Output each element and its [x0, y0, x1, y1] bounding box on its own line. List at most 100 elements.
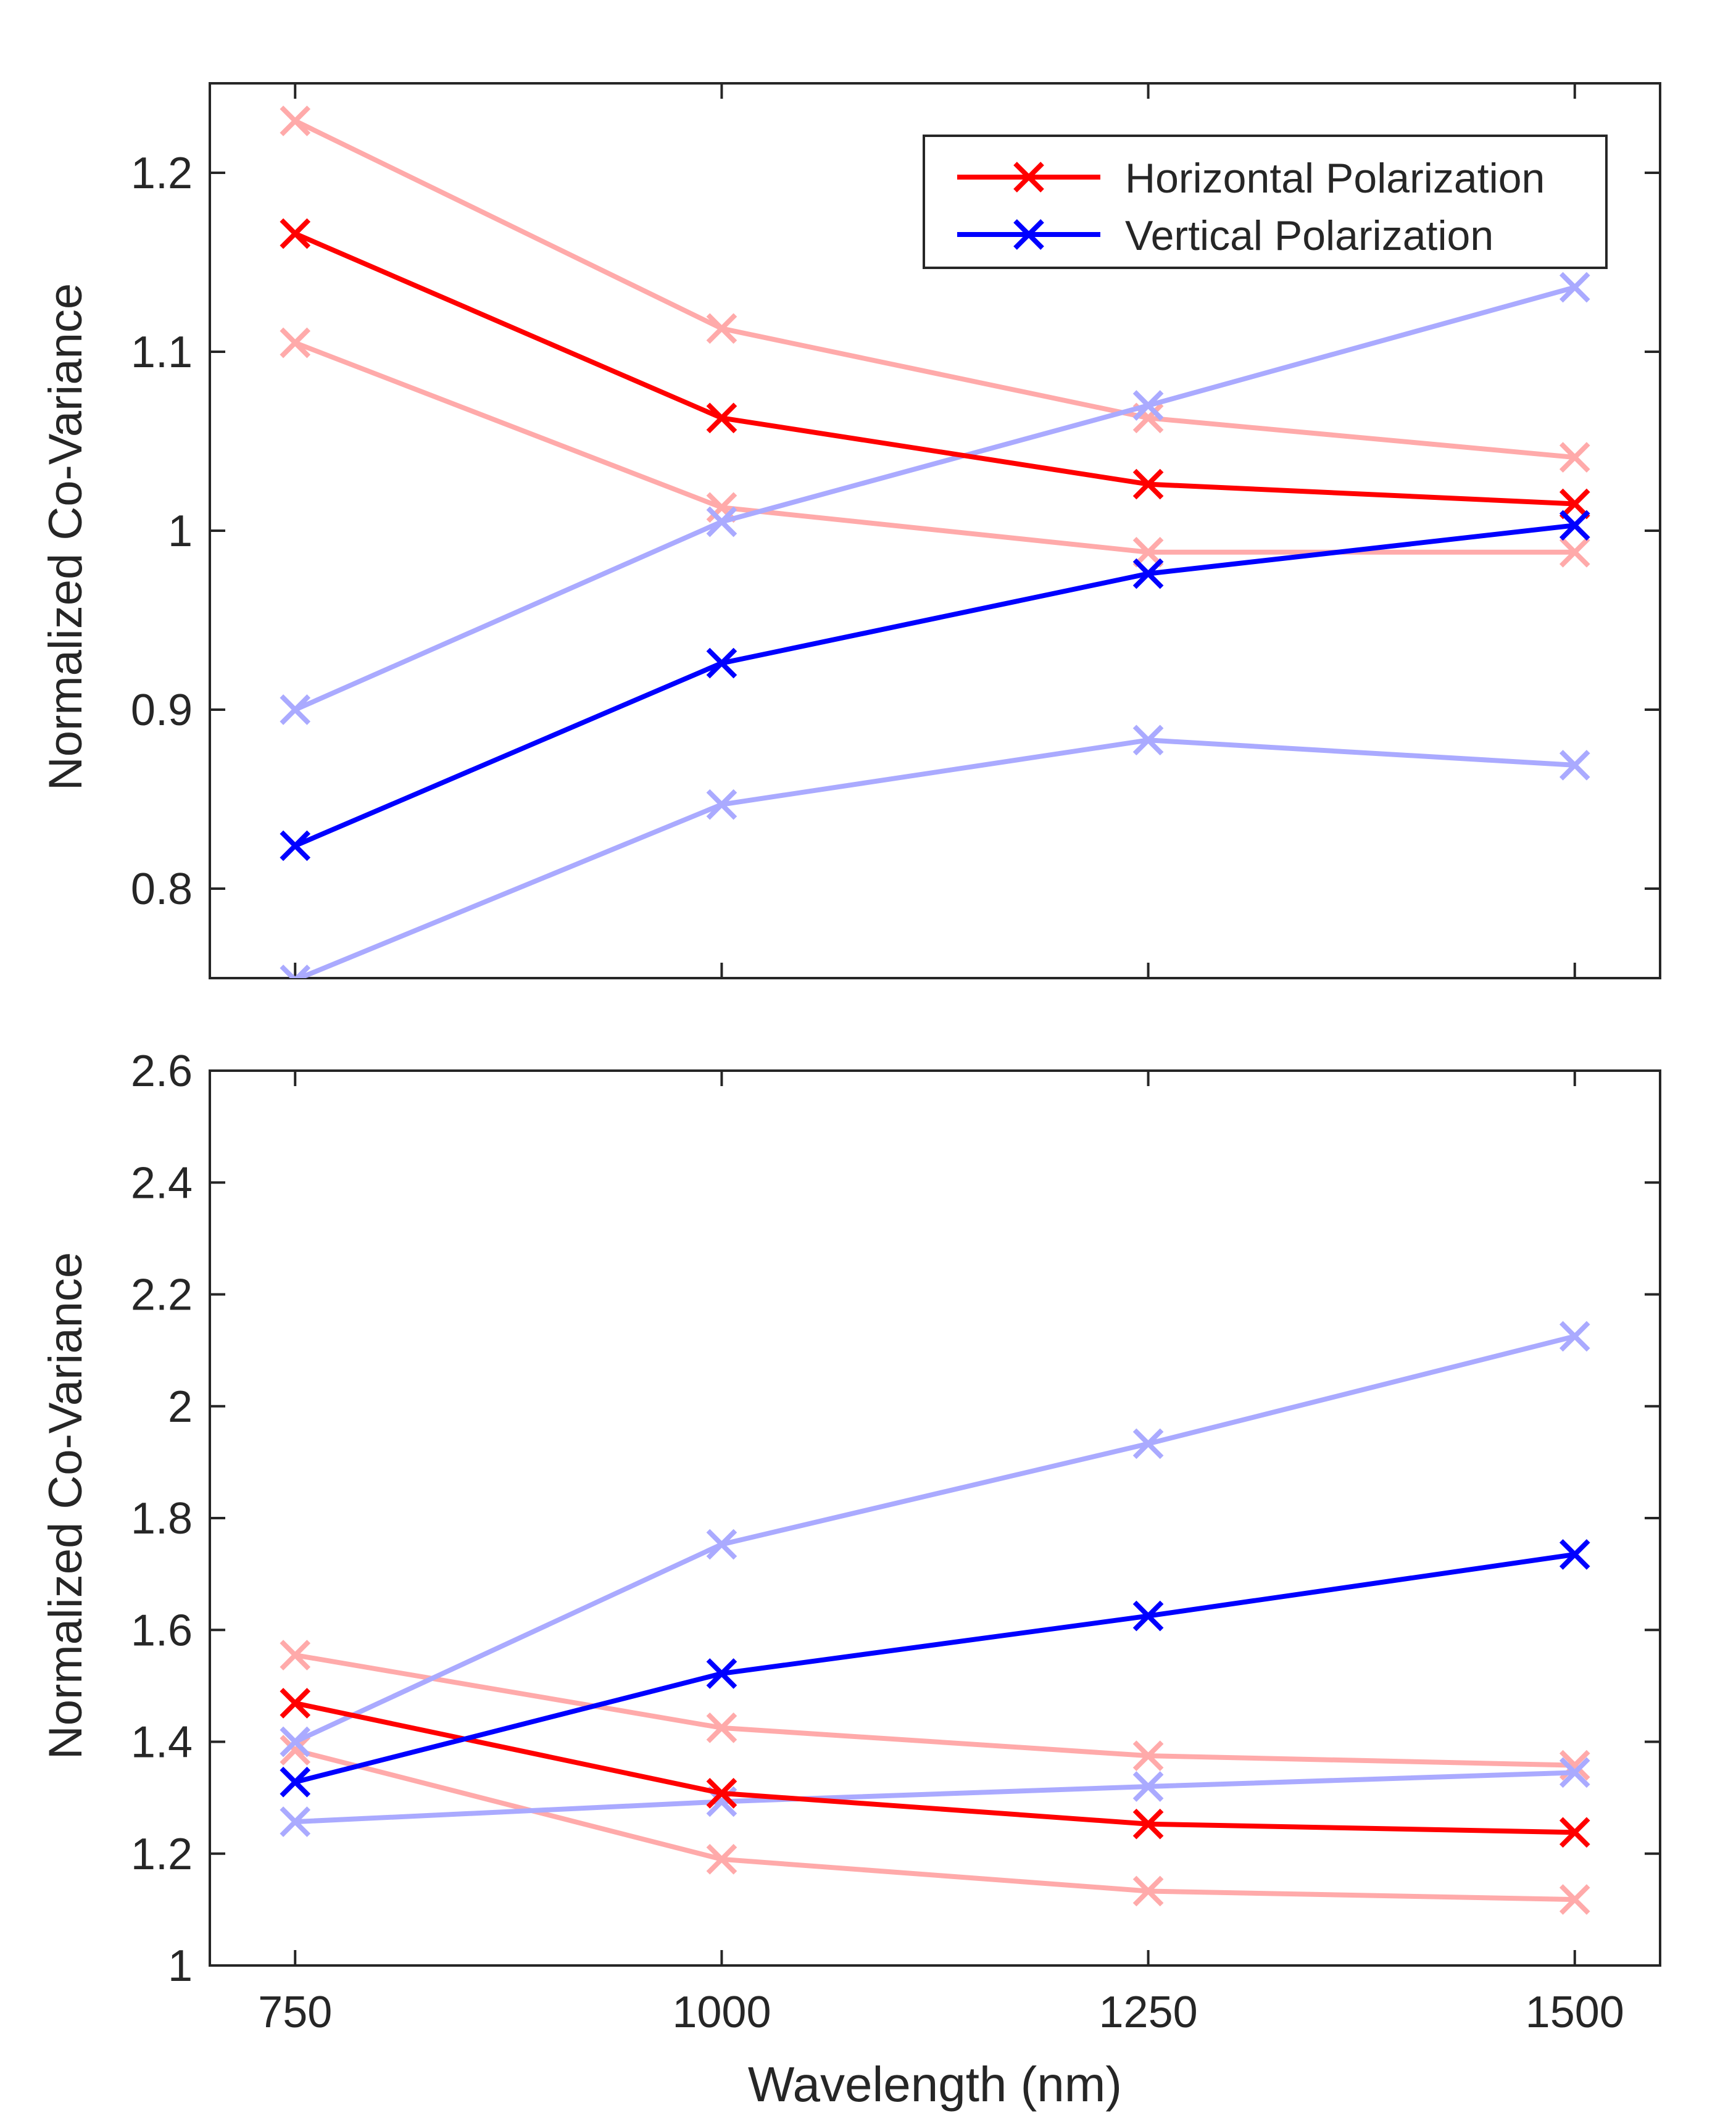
x-axis-label: Wavelength (nm) [748, 2057, 1122, 2112]
data-point-marker [1559, 510, 1590, 541]
data-point-marker [280, 694, 311, 725]
top-y-axis-label: Normalized Co-Variance [39, 283, 92, 791]
data-point-marker [1559, 1817, 1590, 1848]
data-point-marker [280, 1766, 311, 1798]
y-tick-label: 1 [168, 1941, 193, 1991]
bottom-plot-area [209, 1069, 1661, 1967]
series-1-mean [280, 510, 1590, 861]
data-point-marker [1132, 558, 1164, 589]
data-point-marker [1559, 1321, 1590, 1352]
x-tick-label: 1250 [1099, 1988, 1198, 2037]
y-tick-label: 1.1 [131, 328, 193, 377]
data-point-marker [280, 965, 311, 978]
legend-marker [1013, 219, 1044, 250]
data-point-marker [706, 492, 737, 523]
legend: Horizontal Polarization Vertical Polariz… [923, 135, 1608, 269]
y-tick-label: 2.4 [131, 1158, 193, 1208]
data-point-marker [1559, 1757, 1590, 1788]
legend-label-vertical: Vertical Polarization [1125, 212, 1493, 259]
data-point-marker [706, 1843, 737, 1875]
data-point-marker [1559, 272, 1590, 303]
data-point-marker [706, 1712, 737, 1743]
x-tick-label: 1500 [1526, 1988, 1624, 2037]
series-line [294, 1653, 1575, 1768]
bottom-y-axis-label: Normalized Co-Variance [39, 1252, 92, 1759]
top-y-tick-labels: 0.8 0.9 1 1.1 1.2 [131, 149, 193, 914]
data-point-marker [1559, 442, 1590, 473]
y-tick-label: 2 [168, 1382, 193, 1432]
data-point-marker [1559, 1884, 1590, 1915]
y-tick-label: 0.8 [131, 865, 193, 914]
x-tick-label: 1000 [672, 1988, 771, 2037]
y-tick-label: 1.4 [131, 1718, 193, 1767]
data-point-marker [706, 1778, 737, 1809]
series-line [294, 1748, 1575, 1903]
series-4-upper-bound [280, 1321, 1590, 1758]
series-2-upper-bound [280, 106, 1590, 473]
series-line [294, 118, 1576, 460]
data-point-marker [280, 1806, 311, 1837]
series-3-lower-bound [280, 1735, 1590, 1915]
y-tick-label: 1 [168, 507, 193, 556]
top-plot-area [209, 82, 1661, 979]
data-point-marker [1132, 1771, 1164, 1802]
series-5-lower-bound [280, 724, 1590, 978]
data-point-marker [280, 218, 311, 249]
y-tick-label: 2.6 [131, 1047, 193, 1096]
y-tick-label: 1.8 [131, 1494, 193, 1543]
top-panel: 0.8 0.9 1 1.1 1.2 Normalized Co-Variance Hor… [39, 82, 1661, 979]
data-point-marker [280, 1688, 311, 1719]
series-1-mean [280, 1539, 1590, 1798]
data-point-marker [1559, 1539, 1590, 1570]
data-point-marker [706, 1529, 737, 1560]
bottom-y-tick-labels: 1 1.2 1.4 1.6 1.8 2 2.2 2.4 2.6 [131, 1047, 193, 1991]
y-tick-label: 1.2 [131, 1830, 193, 1879]
series-line [294, 1334, 1576, 1745]
data-point-marker [706, 402, 737, 434]
y-tick-label: 1.2 [131, 149, 193, 198]
y-tick-label: 2.2 [131, 1271, 193, 1320]
x-tick-label: 750 [258, 1988, 332, 2037]
bottom-x-tick-labels: 750 1000 1250 1500 [258, 1988, 1624, 2037]
data-point-marker [1132, 468, 1164, 500]
series-line [294, 284, 1576, 712]
series-line [294, 340, 1575, 555]
series-line [294, 231, 1575, 507]
series-3-lower-bound [280, 327, 1590, 568]
data-point-marker [1132, 1740, 1164, 1771]
series-2-upper-bound [280, 1640, 1590, 1781]
data-point-marker [280, 1735, 311, 1766]
series-line [294, 737, 1575, 978]
series-line [294, 523, 1576, 849]
data-point-marker [1132, 1428, 1164, 1459]
data-point-marker [1132, 1808, 1164, 1840]
data-point-marker [1132, 390, 1164, 421]
bottom-panel: 11.21.41.61.822.22.42.6 750 1000 1250 1500 … [39, 1047, 1661, 2112]
data-point-marker [706, 313, 737, 344]
data-point-marker [280, 1726, 311, 1758]
legend-marker [1013, 162, 1044, 193]
series-4-upper-bound [280, 272, 1590, 725]
data-point-marker [1559, 750, 1590, 781]
series-line [295, 1770, 1575, 1825]
series-line [294, 1701, 1575, 1835]
y-tick-label: 0.9 [131, 686, 193, 735]
data-point-marker [280, 1640, 311, 1671]
data-point-marker [1132, 1600, 1164, 1632]
series-line [294, 1551, 1576, 1785]
data-point-marker [1132, 1875, 1164, 1907]
data-point-marker [280, 830, 311, 861]
legend-swatch-horizontal [957, 162, 1100, 193]
data-point-marker [706, 647, 737, 679]
series-0-mean [280, 1688, 1590, 1848]
legend-swatch-vertical [957, 219, 1100, 250]
data-point-marker [280, 327, 311, 359]
legend-label-horizontal: Horizontal Polarization [1125, 155, 1545, 202]
data-point-marker [706, 1658, 737, 1689]
y-tick-label: 1.6 [131, 1606, 193, 1655]
data-point-marker [1559, 536, 1590, 568]
data-point-marker [280, 106, 311, 136]
data-point-marker [706, 506, 737, 538]
